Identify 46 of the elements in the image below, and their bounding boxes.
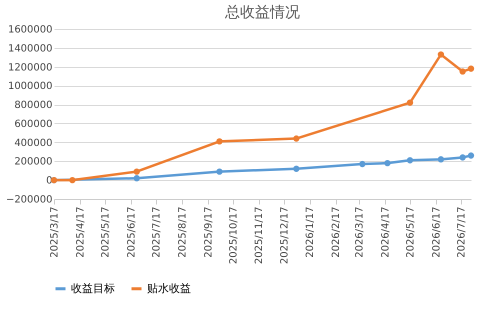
- legend-label: 收益目标: [71, 282, 115, 295]
- y-tick-label: 600000: [14, 118, 52, 130]
- legend-label: 贴水收益: [147, 282, 191, 295]
- x-tick-label: 2025/9/17: [203, 206, 214, 258]
- point: [384, 160, 391, 166]
- x-tick-label: 2025/4/17: [75, 206, 86, 258]
- point: [438, 51, 444, 58]
- point: [468, 66, 474, 72]
- point: [216, 138, 223, 145]
- point: [406, 100, 414, 106]
- x-tick-label: 2025/7/17: [151, 206, 162, 258]
- x-tick-label: 2026/2/17: [331, 206, 342, 258]
- y-tick-label: 1400000: [8, 43, 52, 54]
- x-tick-label: 2026/5/17: [405, 206, 416, 258]
- point: [293, 135, 300, 142]
- y-tick-label: 400000: [14, 138, 52, 149]
- x-tick-label: 2026/4/17: [380, 206, 392, 258]
- point: [216, 168, 223, 175]
- point: [459, 68, 466, 75]
- x-tick-label: 2025/5/17: [100, 206, 112, 258]
- point: [468, 152, 474, 159]
- y-tick-label: 800000: [14, 100, 52, 112]
- point: [359, 160, 366, 168]
- point: [134, 168, 140, 175]
- x-tick-label: 2025/8/17: [177, 206, 188, 258]
- chart-title: 总收益情况: [224, 3, 300, 21]
- x-tick-label: 2025/3/17: [50, 206, 60, 258]
- x-tick-label: 2025/11/17: [254, 206, 266, 264]
- point: [69, 176, 76, 184]
- x-tick-label: 2026/3/17: [354, 206, 366, 258]
- x-tick-label: 2026/1/17: [305, 206, 316, 258]
- point: [406, 157, 414, 164]
- x-tick-label: 2025/6/17: [126, 206, 138, 258]
- x-tick-label: 2026/6/17: [431, 206, 442, 258]
- point: [134, 175, 140, 182]
- y-tick-label: 1200000: [8, 62, 52, 74]
- x-tick-label: 2025/10/17: [228, 206, 240, 264]
- x-tick-label: 2025/12/17: [279, 206, 290, 264]
- y-tick-label: 1000000: [8, 81, 52, 92]
- point: [293, 166, 300, 172]
- y-tick-label: 1600000: [8, 24, 52, 36]
- y-tick-label: −200000: [6, 194, 52, 206]
- point: [459, 154, 466, 161]
- y-tick-label: 200000: [14, 156, 52, 168]
- point: [438, 156, 444, 162]
- x-tick-label: 2026/7/17: [456, 206, 468, 258]
